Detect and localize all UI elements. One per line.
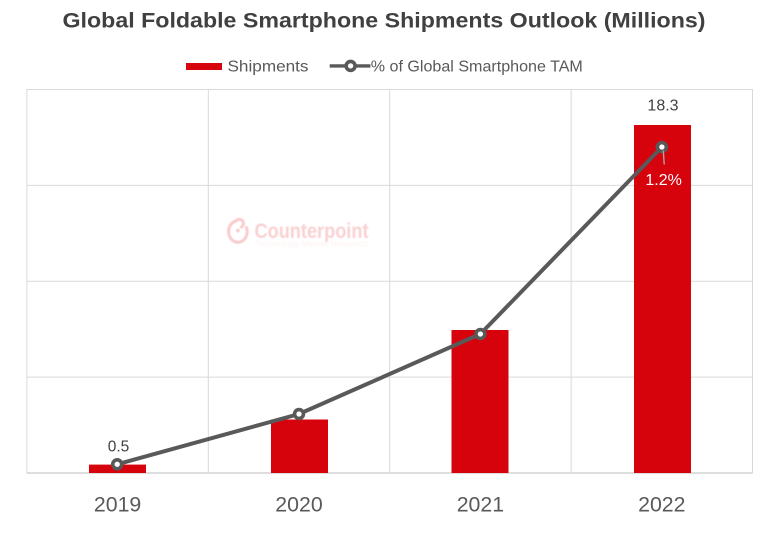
svg-text:Global Foldable Smartphone Shi: Global Foldable Smartphone Shipments Out… bbox=[63, 9, 706, 33]
svg-text:2021: 2021 bbox=[457, 492, 504, 516]
svg-text:2020: 2020 bbox=[275, 492, 323, 516]
svg-text:Counterpoint: Counterpoint bbox=[255, 220, 369, 243]
svg-text:1.2%: 1.2% bbox=[645, 172, 681, 189]
svg-text:% of Global Smartphone TAM: % of Global Smartphone TAM bbox=[371, 59, 583, 76]
svg-text:Shipments: Shipments bbox=[228, 59, 309, 76]
svg-text:18.3: 18.3 bbox=[647, 98, 678, 115]
svg-text:2019: 2019 bbox=[94, 492, 141, 516]
svg-text:2022: 2022 bbox=[638, 492, 685, 516]
svg-text:0.5: 0.5 bbox=[108, 439, 130, 456]
svg-text:Technology Market Research: Technology Market Research bbox=[255, 239, 368, 249]
